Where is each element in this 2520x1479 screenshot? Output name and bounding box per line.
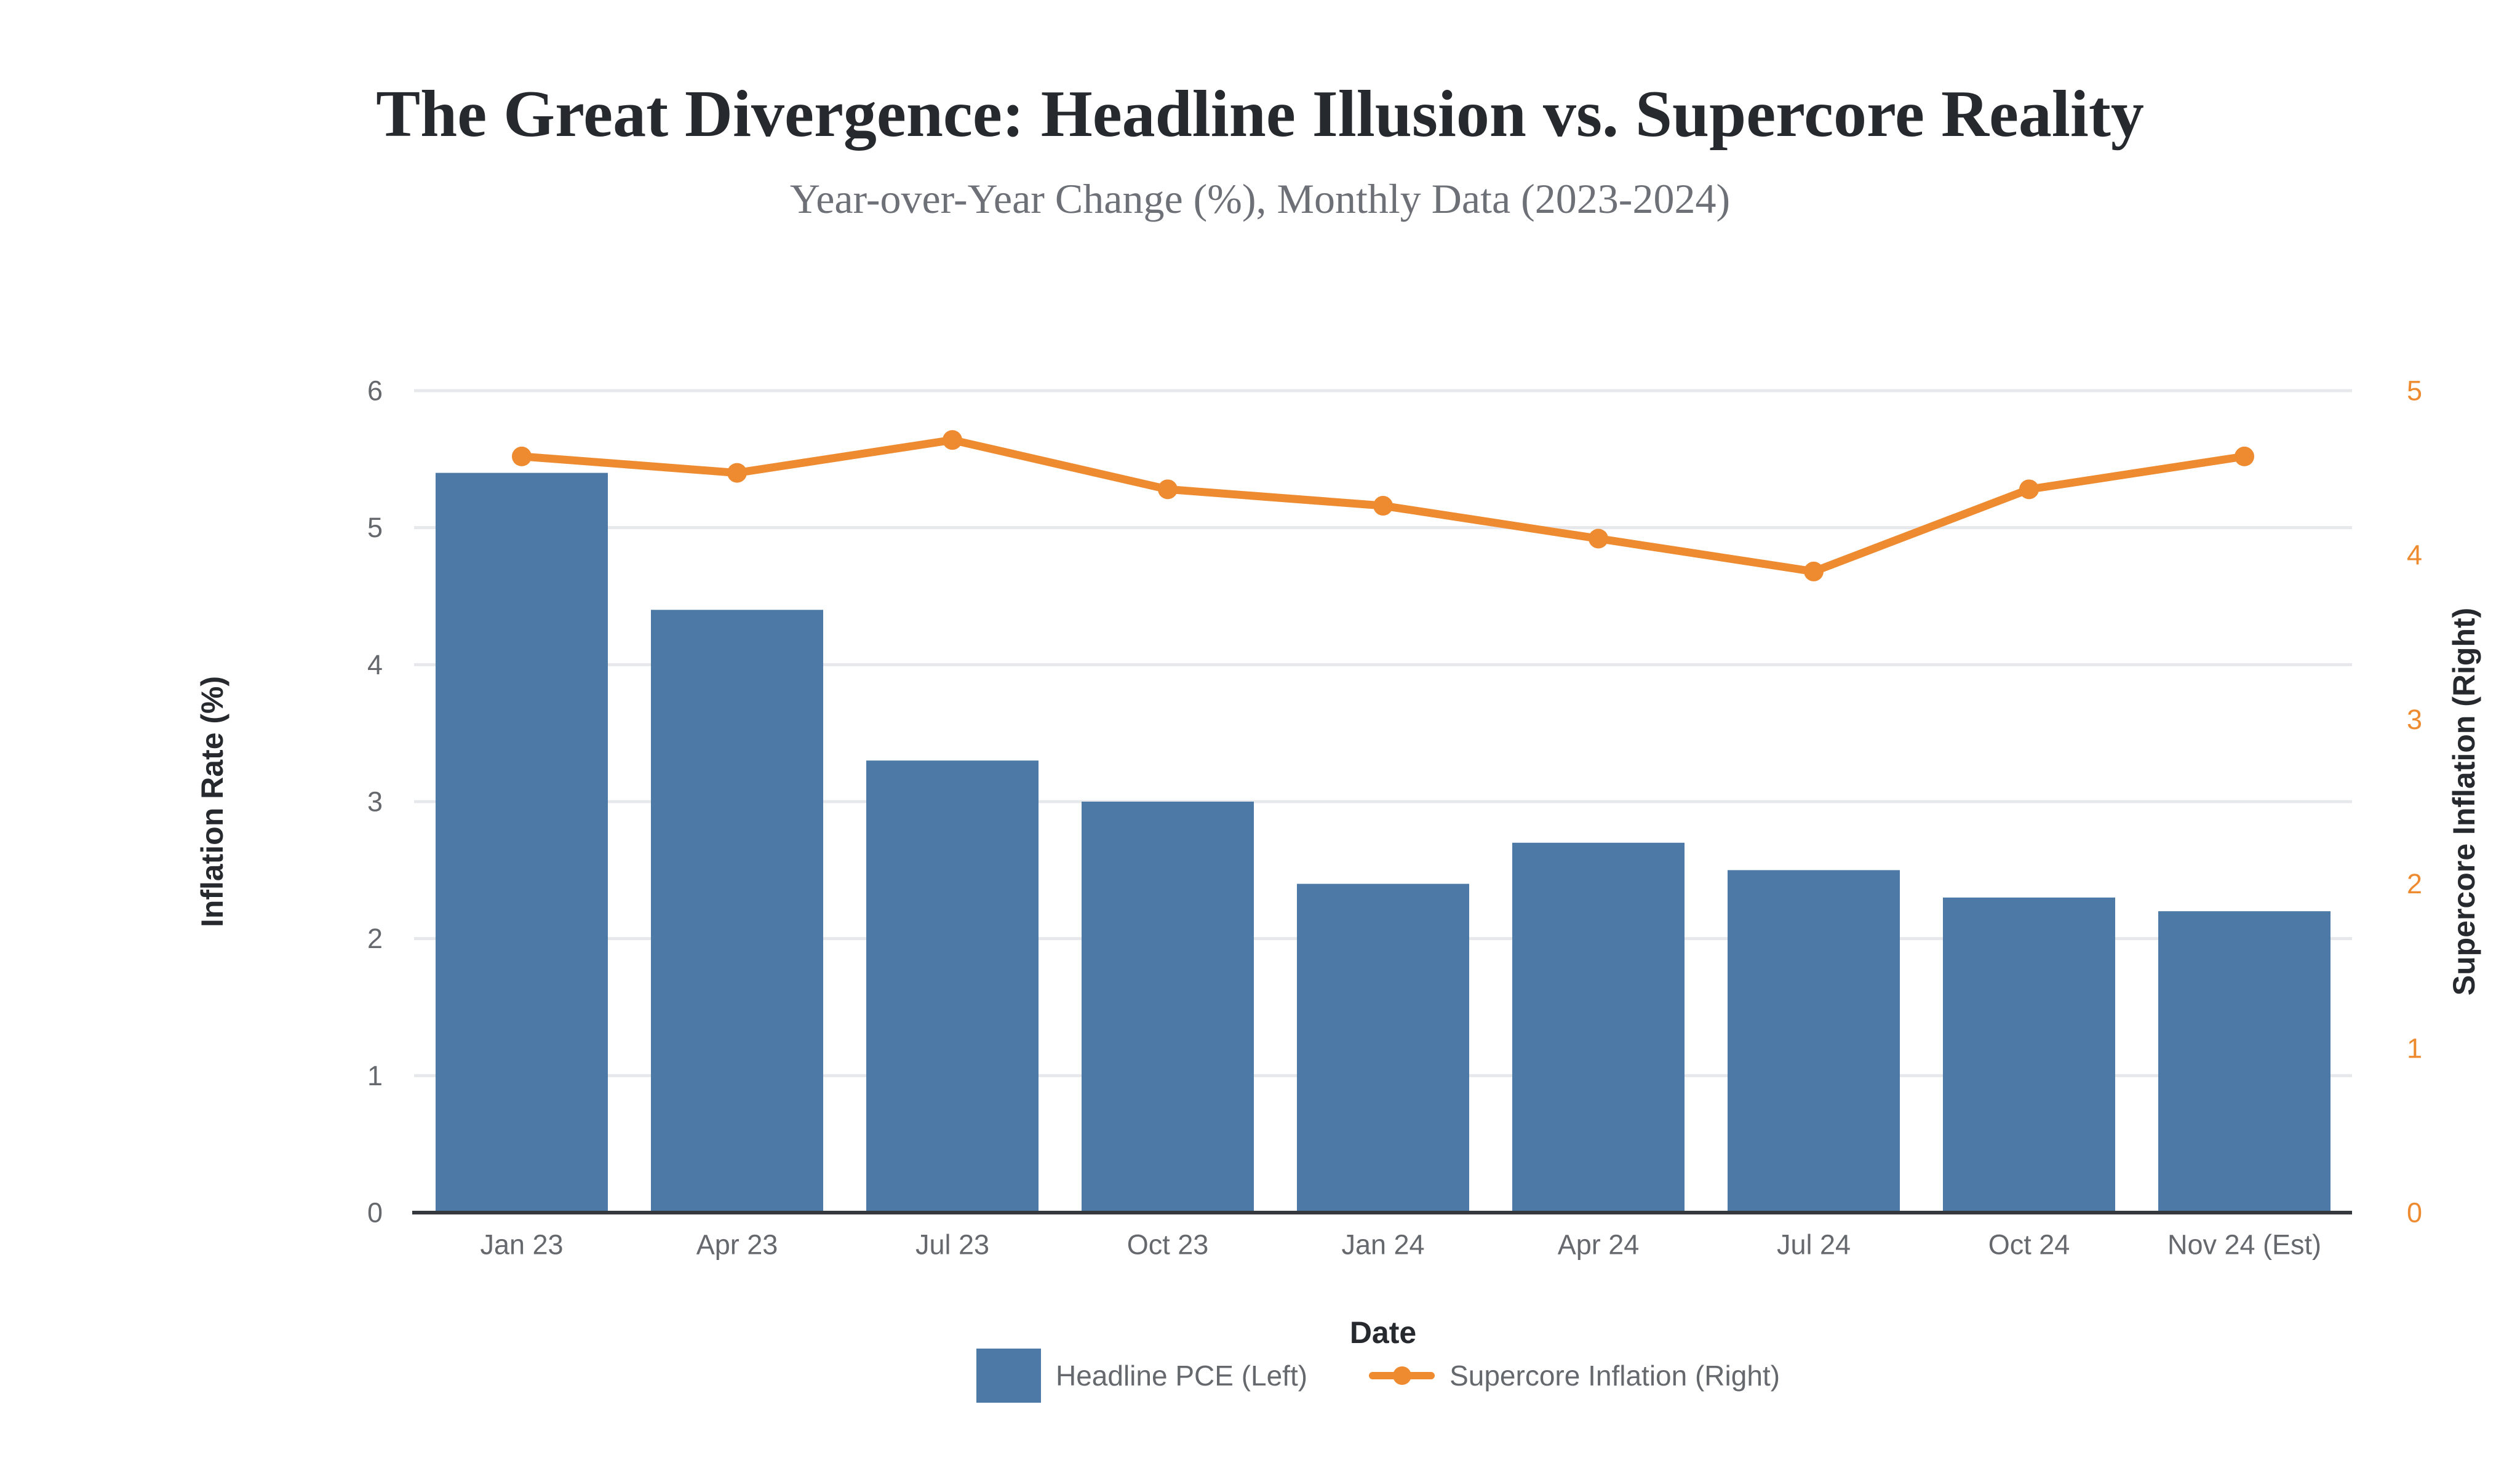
right-axis-tick-2: 2	[2407, 868, 2422, 899]
right-axis-tick-1: 1	[2407, 1032, 2422, 1064]
x-axis-label-jul-23: Jul 23	[915, 1229, 989, 1261]
left-axis-tick-2: 2	[367, 923, 383, 954]
x-axis-label-oct-23: Oct 23	[1127, 1229, 1209, 1261]
chart-title: The Great Divergence: Headline Illusion …	[376, 78, 2144, 151]
bar-jul-23[interactable]	[866, 760, 1039, 1213]
x-axis-label-apr-24: Apr 24	[1558, 1229, 1640, 1261]
line-point-jan-24[interactable]	[1373, 496, 1393, 516]
left-axis-tick-1: 1	[367, 1060, 383, 1091]
right-axis-tick-0: 0	[2407, 1197, 2422, 1229]
line-point-jul-23[interactable]	[943, 430, 962, 450]
legend-line-dot-marker	[1369, 1361, 1435, 1390]
bar-oct-24[interactable]	[1943, 897, 2115, 1213]
left-axis-tick-5: 5	[367, 512, 383, 543]
bar-apr-24[interactable]	[1512, 842, 1685, 1213]
line-point-jul-24[interactable]	[1804, 561, 1824, 581]
bar-jul-24[interactable]	[1728, 870, 1900, 1213]
left-axis-title: Inflation Rate (%)	[195, 676, 229, 928]
right-axis-tick-4: 4	[2407, 540, 2422, 571]
legend-bar-swatch	[976, 1349, 1041, 1403]
right-axis-tick-5: 5	[2407, 375, 2422, 407]
bar-jan-24[interactable]	[1297, 883, 1469, 1213]
legend: Headline PCE (Left) Supercore Inflation …	[976, 1349, 1780, 1403]
x-axis-label-oct-24: Oct 24	[1988, 1229, 2070, 1261]
x-axis-label-apr-23: Apr 23	[696, 1229, 778, 1261]
x-axis-label-jan-23: Jan 23	[480, 1229, 563, 1261]
x-axis-label-nov-24-est: Nov 24 (Est)	[2167, 1229, 2321, 1261]
x-axis-label-jul-24: Jul 24	[1777, 1229, 1851, 1261]
left-axis-tick-3: 3	[367, 786, 383, 818]
bar-oct-23[interactable]	[1082, 802, 1254, 1213]
line-point-oct-24[interactable]	[2019, 479, 2039, 500]
legend-item-supercore[interactable]: Supercore Inflation (Right)	[1369, 1359, 1780, 1392]
legend-line-marker-dot	[1392, 1366, 1411, 1385]
x-axis-title: Date	[1349, 1315, 1417, 1350]
right-axis-tick-3: 3	[2407, 704, 2422, 735]
left-axis-tick-4: 4	[367, 649, 383, 680]
x-axis-label-jan-24: Jan 24	[1341, 1229, 1424, 1261]
legend-label-supercore: Supercore Inflation (Right)	[1449, 1360, 1780, 1392]
line-point-oct-23[interactable]	[1158, 479, 1178, 500]
left-axis-tick-6: 6	[367, 375, 383, 407]
line-point-apr-24[interactable]	[1589, 528, 1608, 549]
chart-subtitle: Year-over-Year Change (%), Monthly Data …	[789, 175, 1731, 222]
legend-label-headline-pce: Headline PCE (Left)	[1055, 1360, 1308, 1392]
bar-nov-24-est[interactable]	[2158, 911, 2331, 1213]
bar-jan-23[interactable]	[436, 472, 608, 1213]
right-axis-title: Supercore Inflation (Right)	[2447, 607, 2481, 996]
bar-apr-23[interactable]	[651, 610, 823, 1213]
left-axis-tick-0: 0	[367, 1197, 383, 1229]
line-point-jan-23[interactable]	[512, 446, 532, 466]
line-point-nov-24-est[interactable]	[2235, 446, 2254, 466]
legend-item-headline-pce[interactable]: Headline PCE (Left)	[976, 1349, 1307, 1403]
line-point-apr-23[interactable]	[727, 463, 747, 483]
